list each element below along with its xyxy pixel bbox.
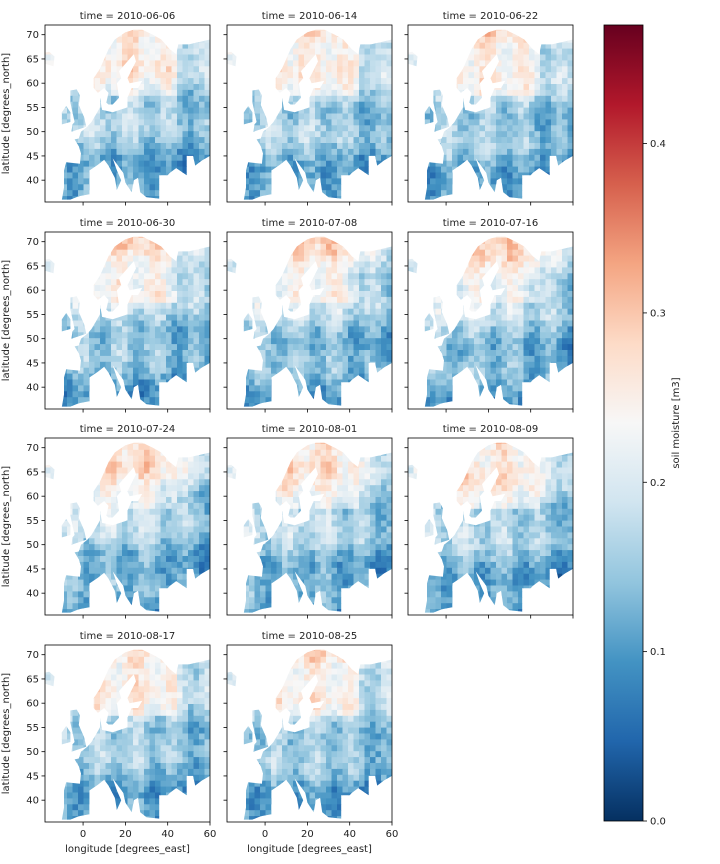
colorbar: 0.0 0.1 0.2 0.3 0.4 soil moisture [m3] [603,24,682,828]
facet-panel-11: time = 2010-08-25 0 20 40 60 longitude [degre… [223,631,399,855]
axes-frame [44,231,211,410]
y-tick-label: 40 [26,796,39,807]
panel-title: time = 2010-06-30 [80,218,175,229]
soil-moisture-field [227,649,393,820]
axes-frame [44,437,211,616]
x-tick-label: 20 [119,829,132,840]
soil-moisture-field [45,649,211,820]
x-axis-label: longitude [degrees_east] [65,844,190,855]
y-tick-label: 65 [26,674,39,685]
y-tick-label: 60 [26,286,39,297]
panel-title: time = 2010-06-14 [262,11,357,22]
x-tick-label: 0 [262,829,268,840]
soil-moisture-field [227,236,393,407]
facet-panel-6: time = 2010-07-16 [404,218,574,413]
facet-panel-3: time = 2010-06-22 [404,11,574,206]
y-tick-label: 45 [26,151,39,162]
y-tick-label: 40 [26,589,39,600]
panel-title: time = 2010-06-22 [443,11,538,22]
y-tick-label: 60 [26,492,39,503]
y-tick-label: 45 [26,358,39,369]
facet-panel-7: time = 2010-07-24 40 45 50 55 60 65 70 latitude … [1,424,211,619]
y-axis-label: latitude [degrees_north] [1,260,12,382]
soil-moisture-field [45,236,211,407]
x-tick-label: 60 [204,829,217,840]
soil-moisture-field [227,29,393,200]
axes-frame [407,24,574,203]
y-tick-label: 65 [26,467,39,478]
panel-title: time = 2010-08-25 [262,631,357,642]
colorbar-tick-label: 0.3 [650,308,666,319]
y-tick-label: 50 [26,747,39,758]
soil-moisture-field [45,442,211,613]
facet-panel-5: time = 2010-07-08 [223,218,393,413]
colorbar-gradient [603,24,644,822]
x-tick-label: 0 [80,829,86,840]
y-tick-label: 40 [26,176,39,187]
facet-panel-8: time = 2010-08-01 [223,424,393,619]
y-tick-label: 50 [26,334,39,345]
y-tick-label: 65 [26,261,39,272]
colorbar-tick-label: 0.4 [650,139,666,150]
panel-title: time = 2010-08-17 [80,631,175,642]
y-axis-label: latitude [degrees_north] [1,53,12,175]
x-axis-label: longitude [degrees_east] [247,844,372,855]
y-tick-label: 70 [26,443,39,454]
soil-moisture-field [45,29,211,200]
y-tick-label: 55 [26,723,39,734]
panel-title: time = 2010-07-24 [80,424,175,435]
facet-panel-9: time = 2010-08-09 [404,424,574,619]
y-tick-label: 55 [26,310,39,321]
y-tick-label: 40 [26,383,39,394]
axes-frame [407,437,574,616]
y-tick-label: 55 [26,516,39,527]
axes-frame [407,231,574,410]
x-tick-label: 40 [343,829,356,840]
y-tick-label: 60 [26,699,39,710]
colorbar-tick-label: 0.2 [650,478,666,489]
y-tick-label: 45 [26,771,39,782]
panel-title: time = 2010-07-08 [262,218,357,229]
y-tick-label: 70 [26,30,39,41]
soil-moisture-field [408,236,574,407]
facet-panel-10: time = 2010-08-17 40 45 50 55 60 65 70 0 20 40 60 la… [1,631,216,855]
y-tick-label: 60 [26,79,39,90]
soil-moisture-field [408,442,574,613]
axes-frame [44,24,211,203]
axes-frame [226,24,393,203]
colorbar-tick-label: 0.1 [650,647,666,658]
y-tick-label: 50 [26,127,39,138]
panel-title: time = 2010-06-06 [80,11,175,22]
y-tick-label: 70 [26,237,39,248]
axes-frame [44,644,211,823]
y-tick-label: 65 [26,54,39,65]
panel-title: time = 2010-08-01 [262,424,357,435]
y-tick-label: 50 [26,540,39,551]
axes-frame [226,437,393,616]
axes-frame [226,644,393,823]
panel-title: time = 2010-07-16 [443,218,538,229]
x-tick-label: 40 [161,829,174,840]
soil-moisture-field [227,442,393,613]
x-tick-label: 20 [301,829,314,840]
x-tick-label: 60 [386,829,399,840]
y-tick-label: 45 [26,564,39,575]
y-tick-label: 55 [26,103,39,114]
colorbar-tick-label: 0.0 [650,817,666,828]
y-tick-label: 70 [26,650,39,661]
facet-panel-4: time = 2010-06-30 40 45 50 55 60 65 70 latitude … [1,218,211,413]
facet-panel-1: time = 2010-06-06 40 45 50 55 60 65 70 latitude … [1,11,211,206]
axes-frame [226,231,393,410]
soil-moisture-field [408,29,574,200]
y-axis-label: latitude [degrees_north] [1,466,12,588]
facet-panel-2: time = 2010-06-14 [223,11,393,206]
panel-title: time = 2010-08-09 [443,424,538,435]
colorbar-label: soil moisture [m3] [671,377,682,468]
y-axis-label: latitude [degrees_north] [1,673,12,795]
